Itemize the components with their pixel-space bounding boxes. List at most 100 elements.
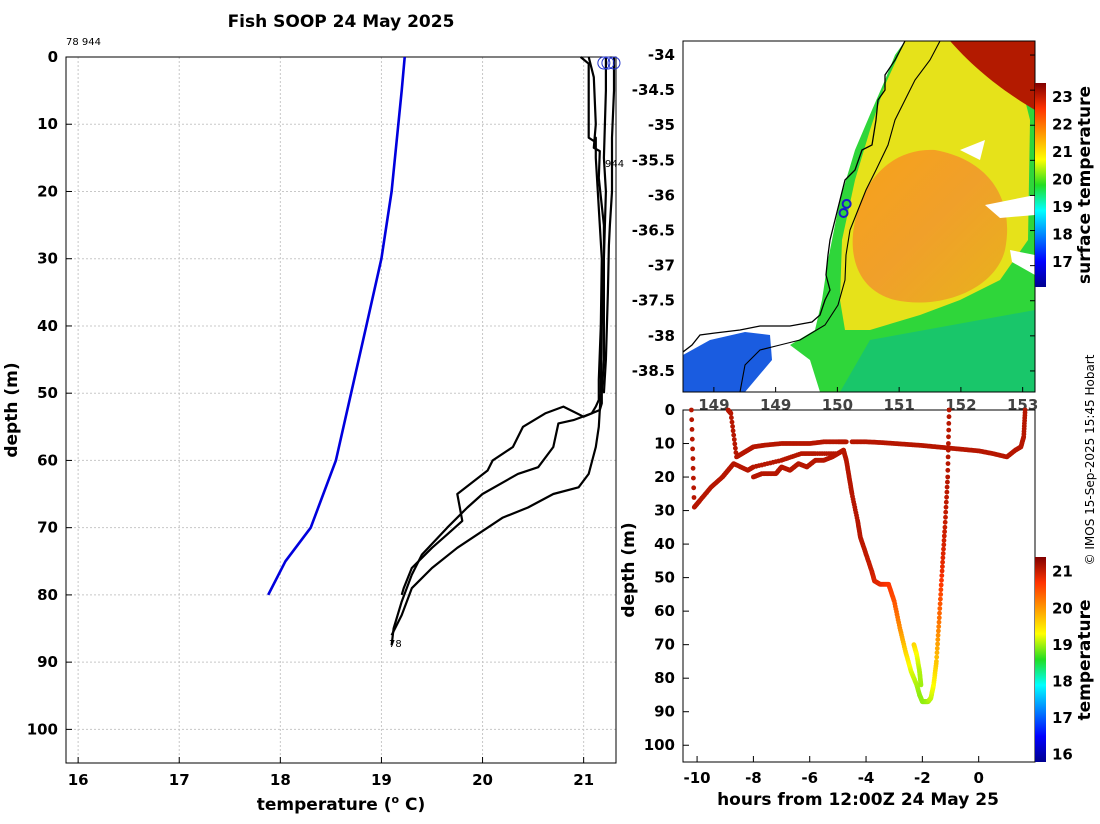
- sst-colorbar-ticks: 17 18 19 20 21 22 23: [1052, 88, 1073, 271]
- profile-annotation-right: 944: [605, 159, 624, 170]
- track-ytick-label: 60: [654, 602, 675, 620]
- track-point: [731, 432, 737, 438]
- track-point: [939, 573, 945, 578]
- sst-colorbar-tick-label: 23: [1052, 88, 1073, 106]
- track-point: [937, 610, 942, 616]
- profile-xtick-label: 19: [371, 771, 392, 789]
- profile-surface-marker: [597, 56, 611, 70]
- map-ytick-label: -38.5: [632, 362, 675, 380]
- map-xtick-label: 149: [760, 396, 791, 414]
- profile-xlabel-superscript: o: [392, 793, 400, 806]
- sst-cold-shelf: [683, 332, 772, 392]
- track-ytick-label: 70: [654, 636, 675, 654]
- profile-ytick-label: 100: [27, 720, 58, 738]
- track-colorbar-tick-label: 18: [1052, 672, 1073, 690]
- profile-ytick-label: 40: [37, 317, 58, 335]
- profile-surface-marker: [607, 56, 621, 70]
- sst-cool-water: [840, 310, 1035, 392]
- profile-xlabel-text: temperature (: [257, 795, 392, 815]
- track-point: [935, 641, 940, 647]
- track-point: [728, 411, 734, 416]
- track-point: [937, 606, 943, 611]
- sst-colorbar: [1035, 83, 1046, 287]
- sst-colorbar-tick-label: 17: [1052, 253, 1073, 271]
- sst-hot-corner: [950, 41, 1035, 110]
- track-xtick-label: -4: [858, 769, 875, 787]
- track-point: [943, 514, 948, 520]
- track-point: [940, 564, 945, 569]
- cloud-gap-2: [1010, 250, 1035, 275]
- profile-surface-marker: [601, 56, 615, 70]
- track-point: [936, 628, 941, 634]
- track-colorbar-ticks: 16 17 18 19 20 21: [1052, 563, 1073, 764]
- map-ytick-label: -35: [648, 116, 675, 134]
- track-point: [939, 568, 945, 574]
- track-point: [689, 407, 694, 413]
- profile-series: [267, 56, 621, 646]
- profile-grid: [66, 56, 616, 763]
- profile-xlabel-unit: C): [399, 795, 425, 815]
- track-point: [938, 582, 944, 588]
- track-xtick-label: -2: [914, 769, 931, 787]
- track-point: [942, 529, 947, 535]
- track-point: [934, 659, 939, 664]
- map-ytick-label: -34.5: [632, 81, 675, 99]
- track-point: [732, 441, 738, 447]
- track-point: [941, 538, 947, 543]
- track-ytick-label: 90: [654, 703, 675, 721]
- profile-xtick-label: 17: [169, 771, 190, 789]
- ship-positions: [838, 198, 852, 218]
- track-point: [940, 551, 946, 556]
- track-colorbar-tick-label: 17: [1052, 709, 1073, 727]
- map-ytick-label: -34: [648, 46, 675, 64]
- track-point: [936, 624, 942, 629]
- profile-axes-box: [65, 56, 617, 764]
- track-ytick-label: 20: [654, 468, 675, 486]
- track-point: [943, 504, 949, 510]
- profile-ytick-label: 80: [37, 586, 58, 604]
- profile-xtick-label: 20: [472, 771, 493, 789]
- map-xtick-label: 151: [883, 396, 914, 414]
- sst-colorbar-tick-label: 22: [1052, 115, 1073, 133]
- track-point: [941, 546, 946, 552]
- profile-line-profile-3: [390, 57, 608, 636]
- profile-annotation-bottom: 78: [389, 639, 402, 650]
- cloud-gap-1: [985, 195, 1035, 218]
- track-point: [918, 682, 924, 688]
- track-point: [945, 454, 951, 460]
- track-point: [729, 419, 735, 425]
- sst-colorbar-tick-label: 21: [1052, 143, 1073, 161]
- track-point: [943, 509, 949, 515]
- track-point: [945, 479, 950, 485]
- profile-xtick-label: 21: [573, 771, 594, 789]
- map-xtick-label: 153: [1007, 396, 1038, 414]
- track-point: [940, 555, 946, 561]
- track-point: [946, 434, 951, 440]
- map-panel: -34 -34.5 -35 -35.5 -36 -36.5 -37 -37.5 -38 -38.5…: [632, 40, 1095, 414]
- track-point: [689, 427, 695, 432]
- sst-colorbar-label: surface temperature: [1075, 86, 1095, 284]
- profile-ytick-label: 0: [48, 48, 58, 66]
- track-points: [689, 407, 1028, 705]
- coastline: [683, 41, 906, 353]
- shelf-break-contour: [739, 41, 941, 392]
- track-colorbar: [1035, 557, 1046, 762]
- track-colorbar-tick-label: 16: [1052, 746, 1073, 764]
- map-ytick-label: -36.5: [632, 222, 675, 240]
- track-point: [729, 415, 734, 421]
- profile-ytick-label: 90: [37, 653, 58, 671]
- profile-ytick-label: 30: [37, 250, 58, 268]
- track-point: [937, 601, 943, 607]
- sst-warm-eddy: [852, 149, 1008, 303]
- track-point: [945, 461, 951, 466]
- track-point: [946, 427, 952, 433]
- profile-xtick-label: 18: [270, 771, 291, 789]
- track-xtick-label: 0: [973, 769, 983, 787]
- track-point: [689, 417, 695, 423]
- track-colorbar-tick-label: 20: [1052, 599, 1073, 617]
- track-point: [939, 577, 944, 583]
- track-ytick-label: 100: [644, 736, 675, 754]
- track-point: [946, 421, 952, 426]
- track-point: [934, 650, 940, 656]
